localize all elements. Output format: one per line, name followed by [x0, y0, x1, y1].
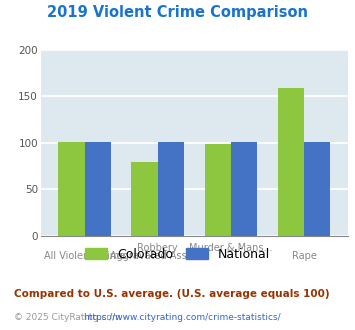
Text: Robbery: Robbery — [137, 243, 178, 253]
Text: © 2025 CityRating.com -: © 2025 CityRating.com - — [14, 313, 130, 322]
Text: https://www.cityrating.com/crime-statistics/: https://www.cityrating.com/crime-statist… — [83, 313, 281, 322]
Bar — [231, 142, 257, 236]
Bar — [85, 142, 111, 236]
Bar — [131, 162, 158, 236]
Text: Aggravated Assault: Aggravated Assault — [110, 251, 206, 261]
Bar — [304, 142, 331, 236]
Text: All Violent Crime: All Violent Crime — [44, 251, 125, 261]
Bar — [278, 88, 304, 236]
Bar — [204, 144, 231, 236]
Text: Murder & Mans...: Murder & Mans... — [189, 243, 273, 253]
Legend: Colorado, National: Colorado, National — [80, 243, 275, 266]
Bar — [58, 142, 85, 236]
Text: Rape: Rape — [291, 251, 316, 261]
Text: 2019 Violent Crime Comparison: 2019 Violent Crime Comparison — [47, 5, 308, 20]
Bar — [158, 142, 184, 236]
Text: Compared to U.S. average. (U.S. average equals 100): Compared to U.S. average. (U.S. average … — [14, 289, 330, 299]
